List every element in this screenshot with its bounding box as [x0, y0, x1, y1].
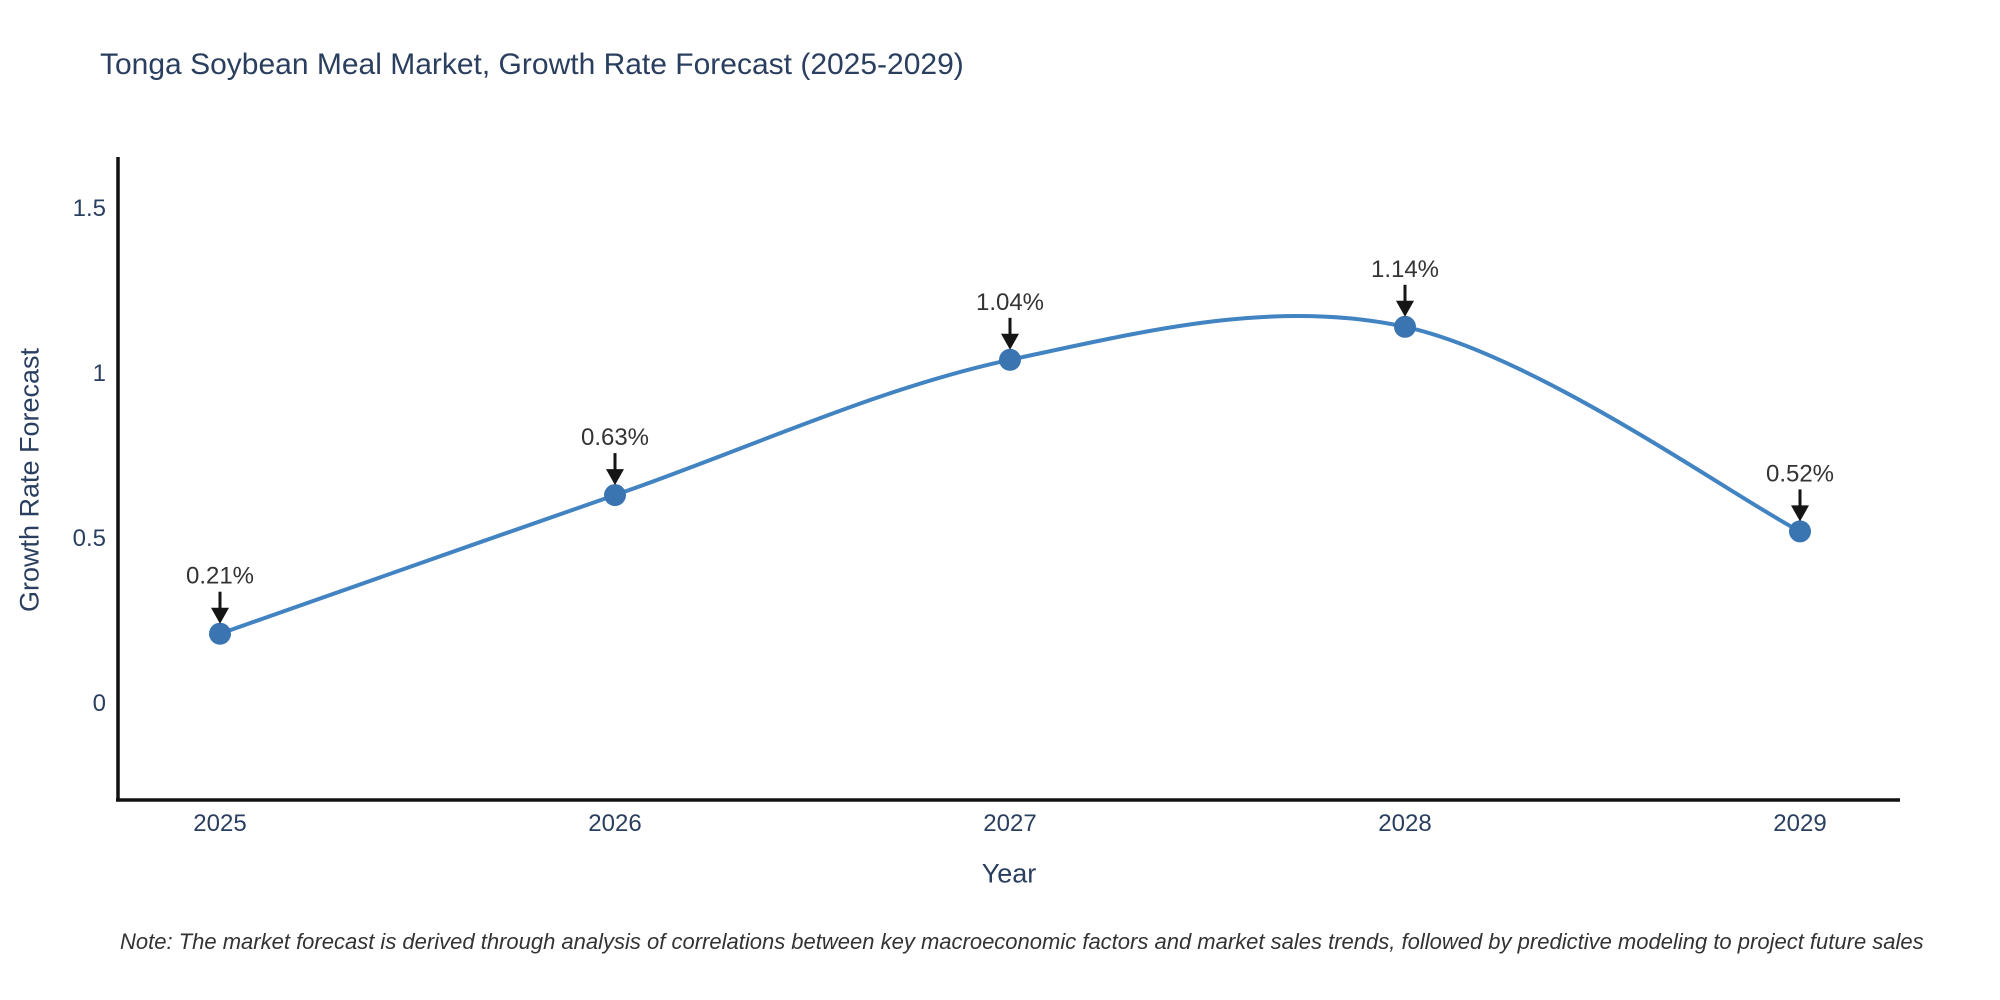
data-point-marker	[1394, 315, 1416, 338]
footnote: Note: The market forecast is derived thr…	[120, 929, 1924, 954]
data-point-marker	[999, 348, 1021, 371]
x-tick-label: 2029	[1773, 810, 1826, 837]
annotation-arrow-head	[1001, 333, 1019, 350]
annotation-arrow-head	[211, 607, 229, 624]
y-tick-label: 1.5	[73, 195, 106, 222]
data-point-marker	[209, 622, 231, 645]
data-point-marker	[604, 484, 626, 507]
y-tick-label: 0	[93, 690, 106, 717]
point-value-label: 0.63%	[581, 424, 649, 451]
point-value-label: 1.14%	[1371, 256, 1439, 283]
x-tick-label: 2027	[983, 810, 1036, 837]
x-tick-label: 2026	[588, 810, 641, 837]
point-value-label: 1.04%	[976, 289, 1044, 316]
annotation-arrow-head	[1396, 300, 1414, 317]
y-tick-label: 0.5	[73, 525, 106, 552]
point-value-label: 0.21%	[186, 563, 254, 590]
data-point-marker	[1789, 520, 1811, 543]
point-value-label: 0.52%	[1766, 460, 1834, 487]
x-tick-label: 2028	[1378, 810, 1431, 837]
annotation-arrow-head	[1791, 505, 1809, 522]
x-axis-title: Year	[981, 858, 1037, 889]
annotation-arrow-head	[606, 469, 624, 486]
chart-title: Tonga Soybean Meal Market, Growth Rate F…	[100, 48, 964, 81]
x-tick-label: 2025	[193, 810, 246, 837]
y-tick-label: 1	[93, 360, 106, 387]
